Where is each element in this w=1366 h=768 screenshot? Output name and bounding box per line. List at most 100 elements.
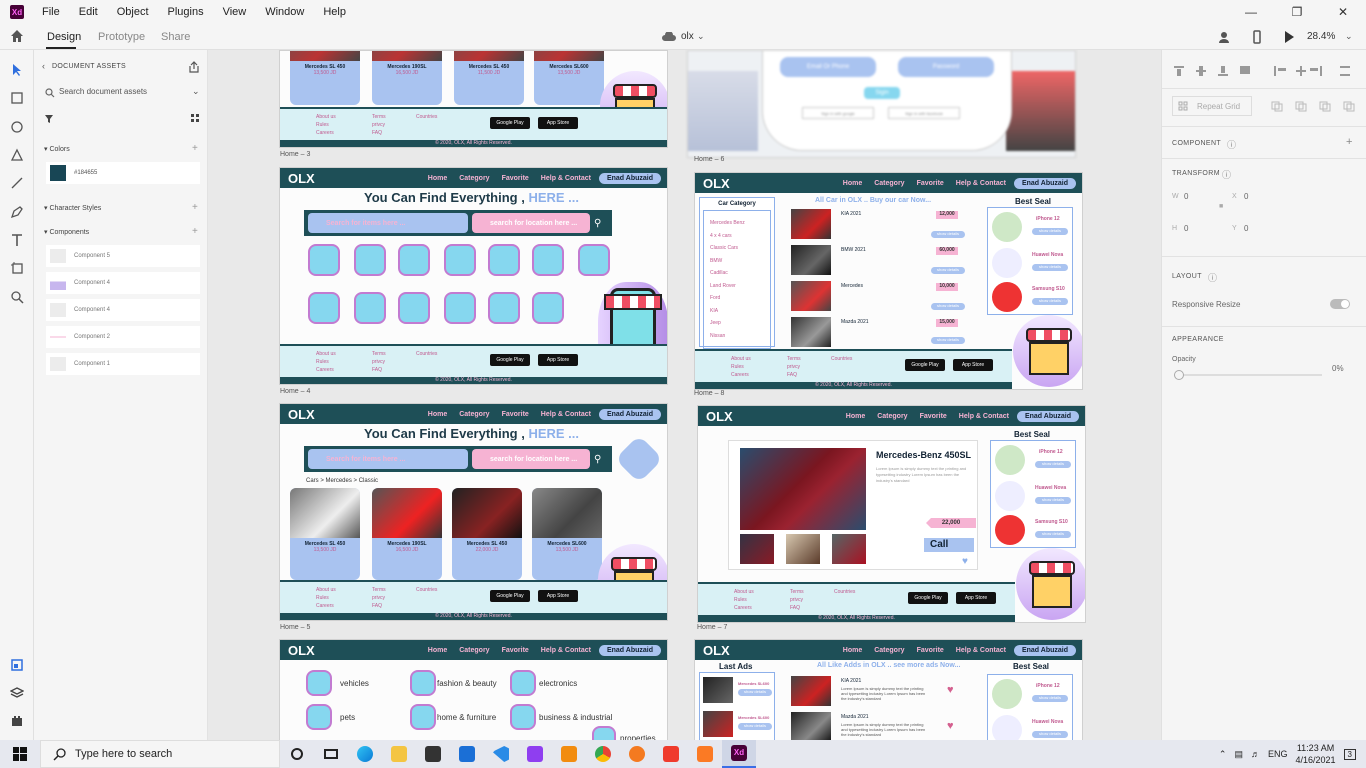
artboard-label[interactable]: Home – 5 xyxy=(280,624,311,631)
responsive-resize-toggle[interactable] xyxy=(1330,299,1350,309)
chevron-down-icon[interactable]: ⌄ xyxy=(697,31,705,41)
add-component-state-icon[interactable]: + xyxy=(1346,136,1353,148)
width-input[interactable]: 0 xyxy=(1184,192,1189,201)
footer-link[interactable]: Careers xyxy=(316,603,334,609)
nav-category[interactable]: Category xyxy=(874,179,905,187)
footer-link[interactable]: About us xyxy=(316,114,336,120)
category-music-tile[interactable] xyxy=(444,292,476,324)
search-items-input[interactable]: Search for items here ... xyxy=(308,449,468,469)
menu-window[interactable]: Window xyxy=(265,6,305,18)
language-indicator[interactable]: ENG xyxy=(1267,749,1288,759)
nav-favorite[interactable]: Favorite xyxy=(916,646,944,654)
character-styles-section-label[interactable]: ▾ Character Styles xyxy=(44,205,102,212)
nav-category[interactable]: Category xyxy=(459,646,490,654)
category-kids-tile[interactable] xyxy=(398,292,430,324)
info-icon[interactable]: ⓘ xyxy=(1222,170,1232,180)
heart-icon[interactable]: ♥ xyxy=(947,684,954,696)
car-category-item[interactable]: KIA xyxy=(710,307,719,314)
menu-help[interactable]: Help xyxy=(323,6,346,18)
artboard-home-8[interactable]: OLX Home Category Favorite Help & Contac… xyxy=(694,172,1083,390)
category-business-tile[interactable] xyxy=(532,244,564,276)
footer-link[interactable]: Careers xyxy=(734,605,752,611)
category-label[interactable]: vehicles xyxy=(340,679,369,688)
artboard-home-3[interactable]: Mercedes SL 450 13,500 JD Mercedes 190SL 1… xyxy=(279,50,668,148)
car-card[interactable]: Mercedes SL 450 13,500 JD xyxy=(290,488,360,580)
car-category-item[interactable]: Jeep xyxy=(710,320,721,326)
artboard-home-categories[interactable]: OLX Home Category Favorite Help & Contac… xyxy=(279,639,668,740)
nav-category[interactable]: Category xyxy=(874,646,905,654)
rectangle-tool-icon[interactable] xyxy=(10,91,24,105)
sublime-icon[interactable] xyxy=(552,740,586,768)
nav-home[interactable]: Home xyxy=(842,179,863,187)
app-orange-icon[interactable] xyxy=(620,740,654,768)
footer-link[interactable]: FAQ xyxy=(372,367,383,373)
category-industry-tile[interactable] xyxy=(532,292,564,324)
category-fashion-tile[interactable] xyxy=(410,670,436,696)
search-location-input[interactable]: search for location here ... xyxy=(472,213,590,233)
category-services-tile[interactable] xyxy=(488,292,520,324)
search-icon[interactable]: ⚲ xyxy=(594,217,602,229)
search-location-input[interactable]: search for location here ... xyxy=(472,449,590,469)
search-chevron-icon[interactable]: ⌄ xyxy=(192,86,200,96)
footer-link[interactable]: privcy xyxy=(372,359,386,365)
lock-aspect-icon[interactable]: ■ xyxy=(1219,203,1224,210)
call-button[interactable]: Call xyxy=(924,538,974,552)
zoom-chevron-icon[interactable]: ⌄ xyxy=(1345,31,1353,41)
chrome-icon[interactable] xyxy=(586,740,620,768)
olx-logo[interactable]: OLX xyxy=(288,171,315,186)
car-card[interactable]: Mercedes SL600 13,500 JD xyxy=(532,488,602,580)
category-label[interactable]: electronics xyxy=(539,679,578,688)
category-electronics-tile[interactable] xyxy=(488,244,520,276)
nav-help[interactable]: Help & Contact xyxy=(540,410,591,418)
nav-help[interactable]: Help & Contact xyxy=(540,174,591,182)
countries-dropdown[interactable]: Countries xyxy=(834,589,856,595)
back-chevron-icon[interactable]: ‹ xyxy=(42,61,45,71)
filter-icon[interactable] xyxy=(44,114,54,124)
zoom-tool-icon[interactable] xyxy=(10,290,24,304)
show-details-button[interactable]: show details xyxy=(738,723,772,730)
minimize-icon[interactable]: — xyxy=(1245,5,1257,19)
file-explorer-icon[interactable] xyxy=(382,740,416,768)
network-icon[interactable]: ▤ xyxy=(1234,748,1243,759)
component-item[interactable]: Component 1 xyxy=(46,353,200,375)
components-section-label[interactable]: ▾ Components xyxy=(44,229,90,236)
user-badge[interactable]: Enad Abuzaid xyxy=(1013,644,1076,656)
component-item[interactable]: Component 4 xyxy=(46,272,200,294)
polygon-tool-icon[interactable] xyxy=(10,148,24,162)
app-store-badge[interactable]: App Store xyxy=(956,592,996,604)
car-category-item[interactable]: Ford xyxy=(710,295,721,301)
google-play-badge[interactable]: Google Play xyxy=(490,354,530,366)
user-badge[interactable]: Enad Abuzaid xyxy=(1016,410,1079,422)
export-icon[interactable] xyxy=(188,61,200,73)
opacity-value[interactable]: 0% xyxy=(1332,364,1344,373)
nav-home[interactable]: Home xyxy=(427,646,448,654)
category-pets-tile[interactable] xyxy=(306,704,332,730)
nav-help[interactable]: Help & Contact xyxy=(955,646,1006,654)
category-business-tile[interactable] xyxy=(510,704,536,730)
nav-category[interactable]: Category xyxy=(459,410,490,418)
info-icon[interactable]: ⓘ xyxy=(1208,273,1218,283)
search-items-input[interactable]: Search for items here ... xyxy=(308,213,468,233)
category-label[interactable]: home & furniture xyxy=(437,713,497,722)
nav-home[interactable]: Home xyxy=(845,412,866,420)
car-card[interactable]: Mercedes SL 450 13,500 JD xyxy=(290,51,360,105)
cortana-icon[interactable] xyxy=(280,740,314,768)
artboard-label[interactable]: Home – 7 xyxy=(697,624,728,631)
design-canvas[interactable]: Mercedes SL 450 13,500 JD Mercedes 190SL 1… xyxy=(208,50,1161,740)
nav-help[interactable]: Help & Contact xyxy=(958,412,1009,420)
category-vehicles-tile[interactable] xyxy=(306,670,332,696)
add-component-icon[interactable]: + xyxy=(192,226,198,237)
detail-thumb[interactable] xyxy=(740,534,774,564)
footer-link[interactable]: Terms xyxy=(787,356,801,362)
show-details-button[interactable]: show details xyxy=(1032,228,1068,235)
menu-object[interactable]: Object xyxy=(116,6,149,18)
component-item[interactable]: Component 4 xyxy=(46,299,200,321)
password-field[interactable]: Password xyxy=(898,57,994,77)
footer-link[interactable]: Rules xyxy=(734,597,747,603)
show-details-button[interactable]: show details xyxy=(1035,461,1071,468)
artboard-label[interactable]: Home – 4 xyxy=(280,388,311,395)
show-details-button[interactable]: show details xyxy=(931,231,965,238)
show-details-button[interactable]: show details xyxy=(931,337,965,344)
edge-icon[interactable] xyxy=(348,740,382,768)
car-category-item[interactable]: Classic Cars xyxy=(710,245,739,251)
